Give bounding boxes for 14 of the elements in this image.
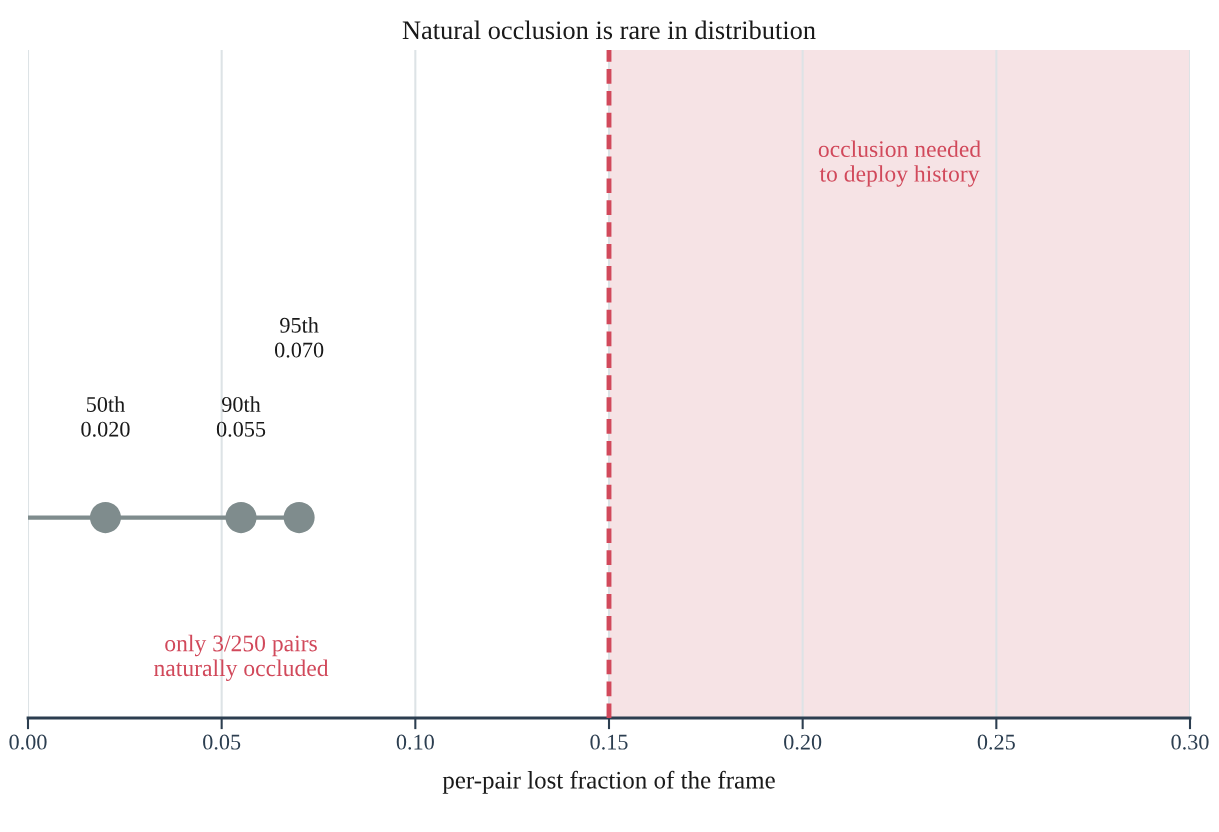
annotation: 95th 0.070 <box>274 317 324 358</box>
annotation: 90th 0.055 <box>216 396 266 437</box>
band-label: occlusion needed to deploy history <box>818 140 981 187</box>
x-tick-label: 0.00 <box>9 734 47 750</box>
x-tick-label: 0.15 <box>590 734 628 750</box>
x-axis-title: per-pair lost fraction of the frame <box>442 770 775 794</box>
x-tick-label: 0.10 <box>396 734 434 750</box>
x-tick-label: 0.30 <box>1171 734 1209 750</box>
x-tick-label: 0.20 <box>784 734 822 750</box>
annotation: 50th 0.020 <box>81 396 130 437</box>
x-tick-label: 0.05 <box>203 734 241 750</box>
annotation: only 3/250 pairs naturally occluded <box>154 634 329 681</box>
x-tick-label: 0.25 <box>977 734 1015 750</box>
chart-title: Natural occlusion is rare in distribution <box>402 20 816 40</box>
